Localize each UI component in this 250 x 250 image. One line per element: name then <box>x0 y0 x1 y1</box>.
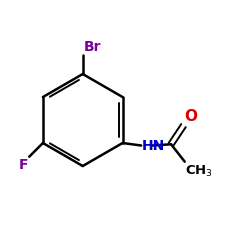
Text: Br: Br <box>84 40 102 54</box>
Text: CH$_3$: CH$_3$ <box>185 164 213 179</box>
Text: HN: HN <box>142 138 165 152</box>
Text: F: F <box>18 158 28 172</box>
Text: O: O <box>184 109 197 124</box>
